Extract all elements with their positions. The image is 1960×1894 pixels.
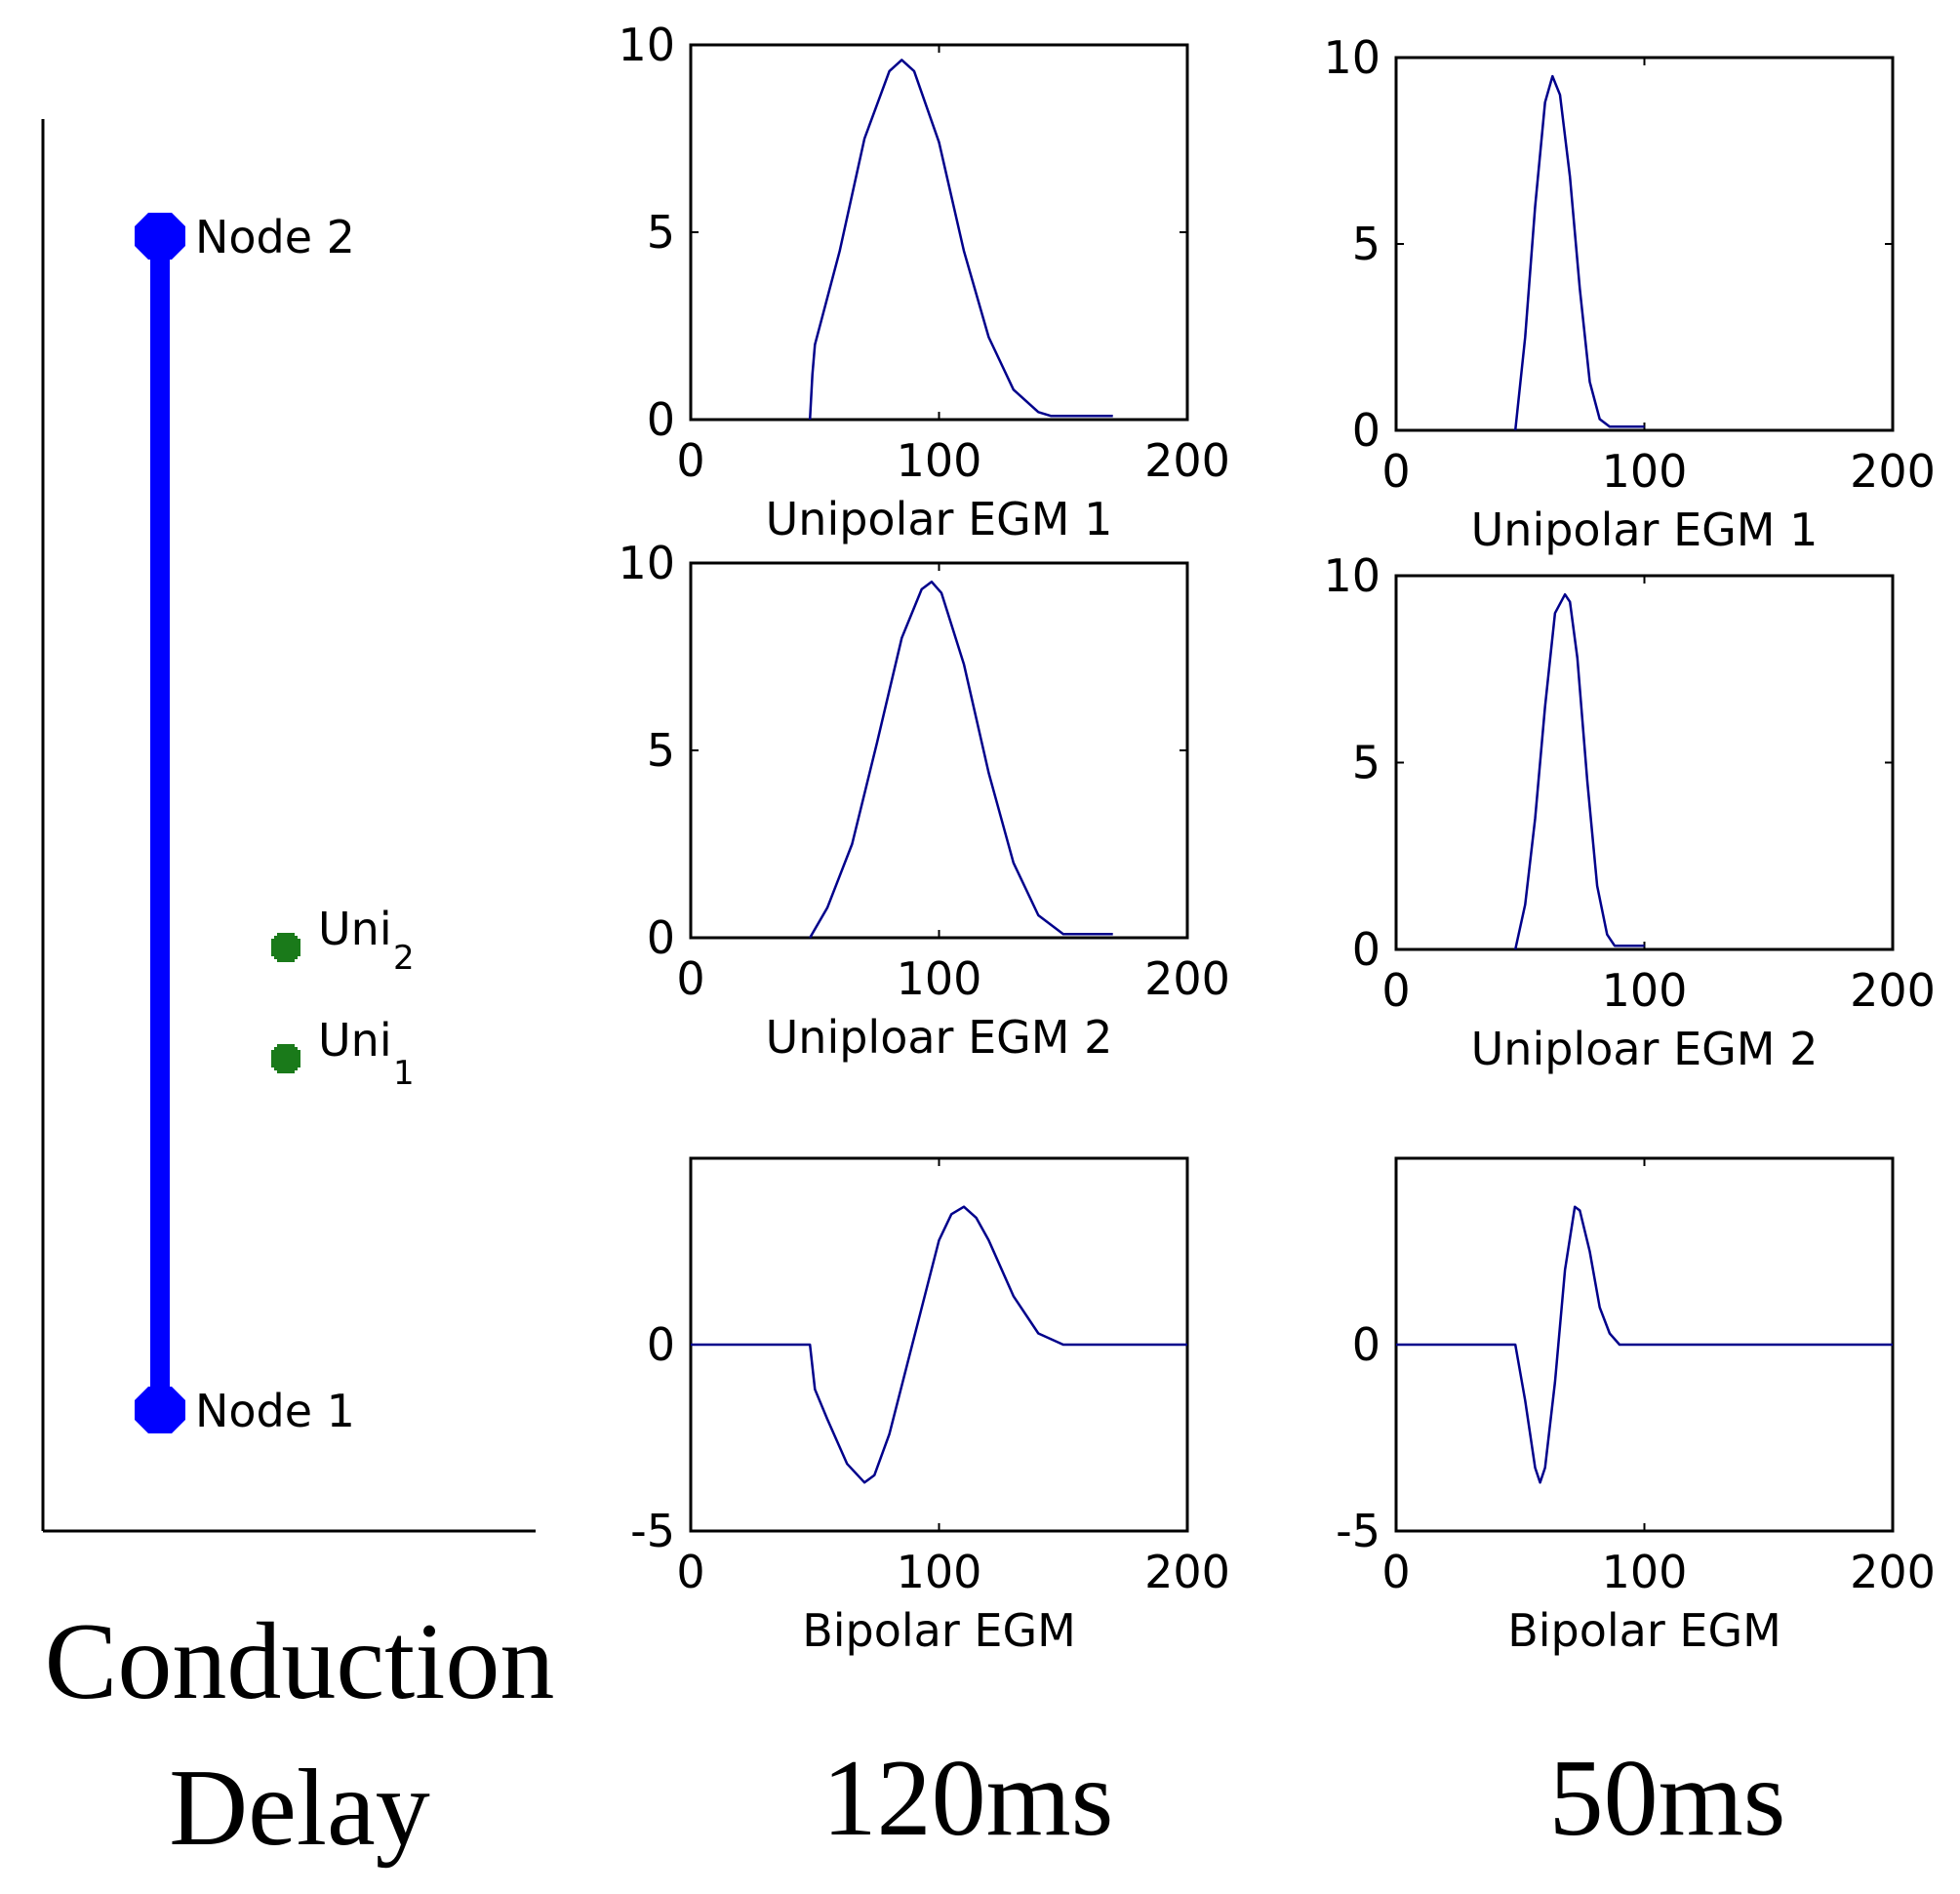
y-tick-label: 5 xyxy=(1352,737,1380,789)
column-label-120ms: 120ms xyxy=(822,1738,1114,1859)
x-tick-label: 0 xyxy=(676,952,704,1005)
x-axis-label: Bipolar EGM xyxy=(1507,1604,1781,1657)
node-2-label: Node 2 xyxy=(195,211,355,263)
y-tick-label: 10 xyxy=(1323,549,1380,602)
y-tick-label: 5 xyxy=(1352,218,1380,270)
electrode-1-label: Uni xyxy=(318,1014,392,1067)
x-axis-label: Uniploar EGM 2 xyxy=(1471,1023,1819,1075)
column-label-50ms: 50ms xyxy=(1549,1738,1786,1859)
x-axis-label: Unipolar EGM 1 xyxy=(1471,504,1819,556)
plot-frame xyxy=(689,561,1189,940)
x-tick-label: 0 xyxy=(676,1546,704,1598)
caption-line-2: Delay xyxy=(169,1748,429,1869)
y-tick-label: 0 xyxy=(1352,404,1380,457)
x-tick-label: 0 xyxy=(676,434,704,487)
x-tick-label: 100 xyxy=(897,434,982,487)
x-tick-label: 200 xyxy=(1144,434,1230,487)
node-1-label: Node 1 xyxy=(195,1385,355,1437)
electrode-1-subscript: 1 xyxy=(393,1054,415,1093)
y-tick-label: -5 xyxy=(630,1505,675,1557)
x-axis-label: Unipolar EGM 1 xyxy=(766,493,1113,545)
caption-line-1: Conduction xyxy=(45,1601,555,1722)
x-tick-label: 0 xyxy=(1381,445,1410,498)
electrode-1-marker xyxy=(271,1044,300,1073)
x-tick-label: 0 xyxy=(1381,964,1410,1017)
y-tick-label: 0 xyxy=(1352,923,1380,976)
x-tick-label: 200 xyxy=(1144,1546,1230,1598)
x-tick-label: 100 xyxy=(1602,1546,1688,1598)
chart-unipolar-1-120ms: 0 100 200 0 5 10 Unipolar EGM 1 xyxy=(618,19,1229,545)
node-1-marker xyxy=(135,1387,185,1433)
y-tick-label: 10 xyxy=(618,19,675,71)
x-tick-label: 100 xyxy=(897,1546,982,1598)
plot-frame xyxy=(1394,574,1895,951)
y-tick-label: 10 xyxy=(618,537,675,589)
x-tick-label: 100 xyxy=(1602,964,1688,1017)
schematic-panel: Node 2 Node 1 Uni 2 Uni 1 Conduction Del… xyxy=(41,119,555,1869)
x-tick-label: 200 xyxy=(1144,952,1230,1005)
x-tick-label: 0 xyxy=(1381,1546,1410,1598)
electrode-2-marker xyxy=(271,933,300,962)
x-tick-label: 100 xyxy=(1602,445,1688,498)
node-2-marker xyxy=(135,213,185,260)
x-tick-label: 100 xyxy=(897,952,982,1005)
y-tick-label: 5 xyxy=(647,724,675,777)
chart-unipolar-2-50ms: 0 100 200 0 5 10 Uniploar EGM 2 xyxy=(1323,549,1935,1075)
electrode-2-subscript: 2 xyxy=(393,939,415,978)
plot-frame xyxy=(689,43,1189,422)
y-tick-label: 10 xyxy=(1323,31,1380,84)
y-tick-label: 5 xyxy=(647,206,675,259)
series-line xyxy=(1513,74,1645,431)
x-tick-label: 200 xyxy=(1850,445,1936,498)
electrode-2-label: Uni xyxy=(318,903,392,955)
chart-unipolar-2-120ms: 0 100 200 0 5 10 Uniploar EGM 2 xyxy=(618,537,1229,1064)
y-tick-label: 0 xyxy=(647,393,675,446)
plot-frame xyxy=(1394,56,1895,432)
series-line xyxy=(1396,1205,1893,1484)
series-line xyxy=(1513,592,1645,950)
y-tick-label: -5 xyxy=(1336,1505,1380,1557)
series-line xyxy=(809,580,1113,939)
chart-unipolar-1-50ms: 0 100 200 0 5 10 Unipolar EGM 1 xyxy=(1323,31,1935,556)
x-tick-label: 200 xyxy=(1850,1546,1936,1598)
x-axis-label: Uniploar EGM 2 xyxy=(766,1011,1113,1064)
y-tick-label: 0 xyxy=(1352,1318,1380,1371)
series-line xyxy=(808,59,1113,421)
x-tick-label: 200 xyxy=(1850,964,1936,1017)
x-axis-label: Bipolar EGM xyxy=(802,1604,1076,1657)
y-tick-label: 0 xyxy=(647,911,675,964)
y-tick-label: 0 xyxy=(647,1318,675,1371)
series-line xyxy=(691,1205,1187,1484)
